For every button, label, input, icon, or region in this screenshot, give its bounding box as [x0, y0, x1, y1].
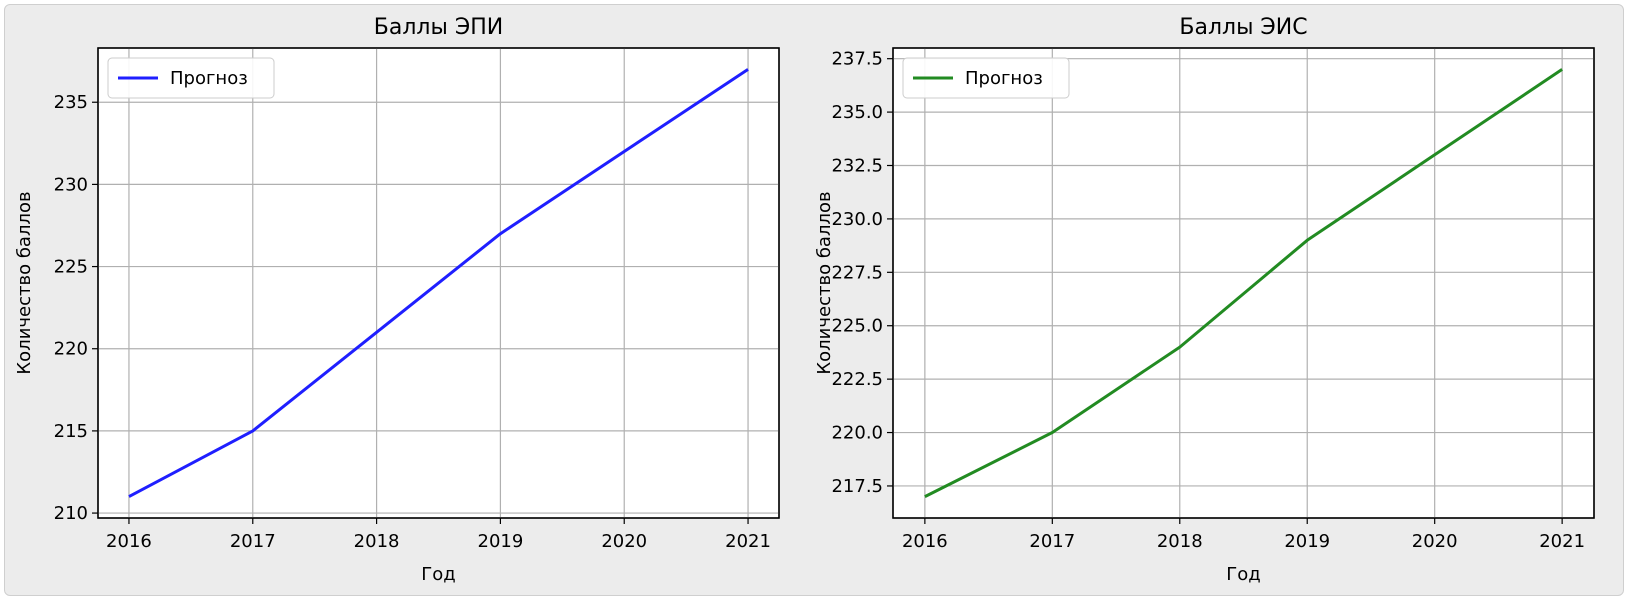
- chart1-x-tick-label-2019: 2019: [478, 531, 524, 552]
- window-edge: [0, 0, 4, 600]
- chart2-frame: [892, 47, 1595, 519]
- chart1-x-tick-label-2018: 2018: [354, 531, 400, 552]
- chart2-x-tick-label-2018: 2018: [1157, 531, 1203, 552]
- chart1-x-tick-label-2016: 2016: [106, 531, 152, 552]
- chart1-frame: [97, 47, 780, 519]
- chart1-y-tick-label-235: 235: [54, 92, 88, 113]
- chart1-x-tick-label-2021: 2021: [725, 531, 771, 552]
- chart1-legend-box: [107, 57, 275, 99]
- chart1-y-axis-label: Количество баллов: [14, 191, 35, 374]
- chart1-y-tick-label-220: 220: [54, 339, 88, 360]
- chart2-y-tick-label-237.5: 237.5: [831, 49, 883, 70]
- chart2-title: Баллы ЭИС: [1179, 15, 1307, 40]
- chart2-x-tick-label-2017: 2017: [1029, 531, 1075, 552]
- chart2-y-tick-label-222.5: 222.5: [831, 369, 883, 390]
- chart2-x-tick-label-2019: 2019: [1284, 531, 1330, 552]
- chart1-y-tick-label-225: 225: [54, 257, 88, 278]
- chart2-y-tick-label-235.0: 235.0: [831, 102, 883, 123]
- chart2-y-tick-label-220.0: 220.0: [831, 423, 883, 444]
- chart2-y-tick-label-227.5: 227.5: [831, 262, 883, 283]
- chart1-x-axis-label: Год: [421, 564, 455, 585]
- chart2-x-tick-label-2021: 2021: [1539, 531, 1585, 552]
- chart1-x-tick-label-2017: 2017: [230, 531, 276, 552]
- chart1-title: Баллы ЭПИ: [374, 15, 503, 40]
- chart1-legend-label-1: Прогноз: [170, 68, 248, 89]
- chart2-series-line-1: [924, 68, 1563, 498]
- chart2-legend-label-1: Прогноз: [965, 68, 1043, 89]
- chart2-legend-box: [902, 57, 1070, 99]
- chart1-y-tick-label-230: 230: [54, 174, 88, 195]
- chart2-x-axis-label: Год: [1226, 564, 1260, 585]
- chart2-x-tick-label-2020: 2020: [1412, 531, 1458, 552]
- chart2-x-tick-label-2016: 2016: [902, 531, 948, 552]
- chart2-y-tick-label-217.5: 217.5: [831, 476, 883, 497]
- chart1-x-tick-label-2020: 2020: [601, 531, 647, 552]
- chart2-y-tick-label-232.5: 232.5: [831, 156, 883, 177]
- chart2-y-tick-label-230.0: 230.0: [831, 209, 883, 230]
- chart1-y-tick-label-215: 215: [54, 421, 88, 442]
- chart1-series-line-1: [128, 68, 749, 498]
- chart2-y-tick-label-225.0: 225.0: [831, 316, 883, 337]
- chart2-y-axis-label: Количество баллов: [814, 191, 835, 374]
- chart1-y-tick-label-210: 210: [54, 503, 88, 524]
